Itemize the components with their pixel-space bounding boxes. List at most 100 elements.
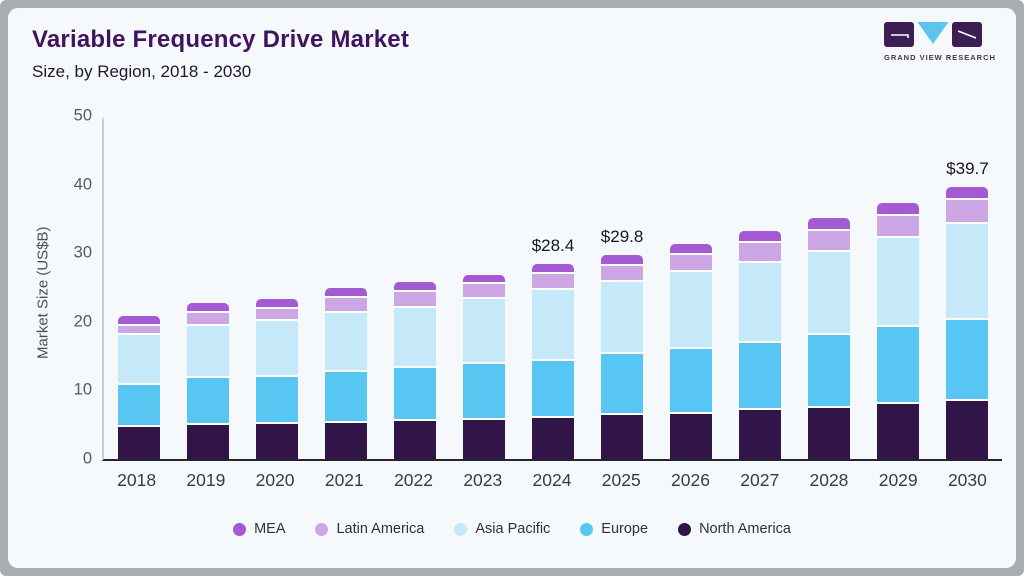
bar-segment: [739, 231, 782, 241]
legend-swatch-icon: [678, 522, 692, 536]
bar-segment: [462, 282, 505, 298]
x-axis-tick-label: 2022: [394, 470, 434, 490]
bar-segment: [393, 290, 436, 307]
bar-column: [726, 118, 795, 459]
y-axis-tick-label: 10: [73, 380, 92, 399]
bar-segment: [877, 203, 920, 215]
bar-value-label: $29.8: [600, 226, 644, 246]
stacked-bar: [946, 186, 989, 459]
stacked-bar: [877, 203, 920, 459]
bar-segment: [946, 222, 989, 318]
bar-segment: [462, 361, 505, 418]
legend-label: MEA: [254, 521, 286, 537]
bar-segment: [186, 422, 229, 459]
stacked-bar: [739, 231, 782, 459]
bar-segment: [670, 270, 713, 348]
bar-segment: [601, 279, 644, 352]
page-title: Variable Frequency Drive Market: [32, 26, 410, 53]
bar-segment: [255, 319, 298, 375]
legend-item: Europe: [580, 521, 648, 537]
x-axis-tick-label: 2028: [809, 470, 849, 490]
x-axis-tick-label: 2027: [740, 470, 780, 490]
stacked-bar: [601, 254, 644, 459]
bar-segment: [324, 369, 367, 421]
bar-column: [311, 118, 380, 459]
plot-area: $28.4 $29.8 $39.7 0 10 20 30 40 50: [74, 107, 1002, 468]
bar-segment: [670, 243, 713, 253]
bar-segment: [670, 347, 713, 412]
bar-segment: [324, 420, 367, 459]
bar-segment: [255, 306, 298, 320]
x-axis-tick-label: 2026: [671, 470, 710, 490]
bar-column: $29.8: [588, 118, 657, 459]
bar-segment: [462, 297, 505, 362]
bar-column: [449, 118, 518, 459]
bar-segment: [117, 425, 160, 459]
y-axis-tick-label: 40: [73, 175, 92, 194]
y-axis-tick-label: 50: [73, 106, 92, 125]
bar-column: [104, 118, 173, 459]
bar-segment: [117, 382, 160, 426]
bar-segment: [393, 365, 436, 420]
bar-segment: [808, 229, 851, 250]
bar-segment: [946, 197, 989, 223]
bar-segment: [739, 240, 782, 262]
bar-segment: [670, 252, 713, 271]
bar-segment: [877, 214, 920, 237]
bar-segment: [255, 374, 298, 422]
bar-segment: [739, 408, 782, 459]
chart-card: Variable Frequency Drive Market Size, by…: [8, 8, 1016, 568]
bar-segment: [601, 263, 644, 280]
bar-segment: [532, 288, 574, 359]
bar-segment: [117, 332, 160, 383]
bar-segment: [946, 398, 989, 459]
bar-segment: [808, 249, 851, 333]
stacked-bar: [808, 218, 851, 459]
bar-segment: [739, 341, 782, 409]
legend-label: North America: [699, 521, 791, 537]
legend-item: Asia Pacific: [454, 521, 550, 537]
bar-segment: [186, 303, 229, 311]
bar-segment: [255, 421, 298, 459]
bar-segment: [393, 282, 436, 291]
bar-segment: [601, 413, 644, 459]
bar-segment: [877, 236, 920, 325]
bar-column: [657, 118, 726, 459]
legend-item: North America: [678, 521, 791, 537]
x-axis-tick-label: 2025: [601, 470, 641, 490]
logo-wordmark: GRAND VIEW RESEARCH: [884, 53, 996, 62]
stacked-bar: [255, 299, 298, 459]
page-subtitle: Size, by Region, 2018 - 2030: [32, 62, 252, 81]
gvr-logo-icon: [884, 22, 982, 47]
bar-segment: [877, 324, 920, 403]
bar-segment: [186, 376, 229, 423]
bar-column: [380, 118, 449, 459]
bar-segment: [393, 306, 436, 366]
bar-segment: [877, 402, 920, 459]
bar-segment: [186, 323, 229, 377]
stacked-bar: [462, 274, 505, 459]
bars-container: $28.4 $29.8 $39.7: [104, 118, 1002, 459]
bar-segment: [186, 310, 229, 324]
stacked-bar: [532, 264, 574, 459]
stacked-bar: [117, 315, 160, 459]
y-axis-title: Market Size (US$B): [34, 226, 52, 360]
bar-segment: [739, 261, 782, 342]
bar-segment: [532, 272, 574, 289]
bar-value-label: $39.7: [946, 158, 989, 178]
stacked-bar: [186, 303, 229, 459]
legend-label: Europe: [601, 521, 649, 537]
bar-segment: [117, 315, 160, 324]
legend-swatch-icon: [233, 522, 247, 536]
bar-segment: [324, 288, 367, 297]
bar-segment: [462, 274, 505, 283]
bar-segment: [808, 332, 851, 406]
bar-segment: [462, 417, 505, 459]
bar-segment: [324, 310, 367, 370]
grand-view-research-logo: GRAND VIEW RESEARCH: [884, 22, 996, 62]
x-axis-tick-label: 2019: [186, 470, 226, 490]
bar-segment: [324, 296, 367, 311]
bar-value-label: $28.4: [531, 236, 575, 256]
bar-segment: [532, 415, 574, 459]
